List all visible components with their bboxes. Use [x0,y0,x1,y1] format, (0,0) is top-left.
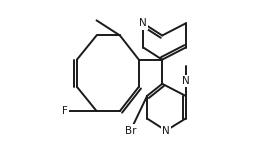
Text: Br: Br [125,126,136,136]
Text: N: N [162,126,170,136]
Text: N: N [140,18,147,28]
Text: N: N [182,76,189,86]
Text: F: F [62,106,68,116]
